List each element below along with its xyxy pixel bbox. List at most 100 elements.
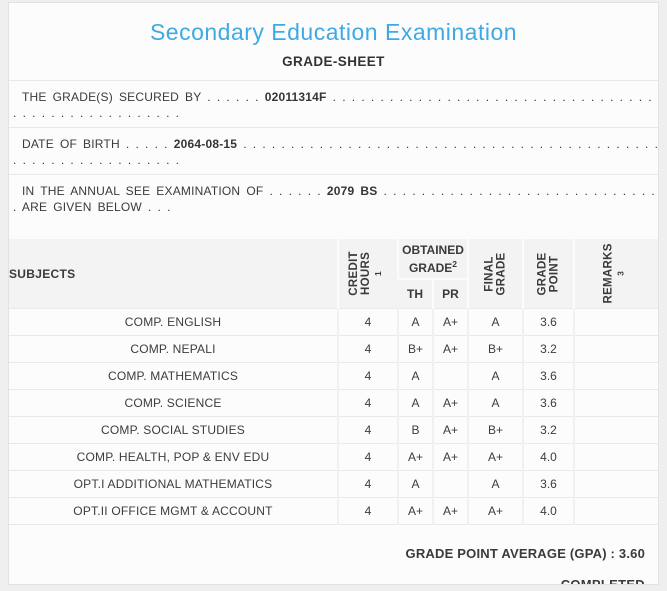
final-grade-cell: A bbox=[467, 469, 523, 498]
info-examination-line1: IN THE ANNUAL SEE EXAMINATION OF . . . .… bbox=[13, 183, 658, 199]
credit-hours-line2: HOURS 1 bbox=[359, 252, 383, 296]
dots: . . . . . . . . . . . . . . . . . . bbox=[13, 106, 180, 121]
info-examination-label: IN THE ANNUAL SEE EXAMINATION OF bbox=[22, 184, 264, 199]
grade-point-cell: 3.6 bbox=[522, 307, 574, 336]
grade-point-cell: 4.0 bbox=[522, 442, 574, 471]
dots: . . . . . . bbox=[207, 90, 259, 105]
credit-hours-cell: 4 bbox=[337, 442, 398, 471]
page-title: Secondary Education Examination bbox=[149, 19, 518, 45]
column-header-obtained-grade: OBTAINED GRADE2 bbox=[397, 239, 468, 281]
remarks-text: REMARKS 3 bbox=[603, 243, 627, 304]
subject-cell: COMP. SCIENCE bbox=[9, 388, 338, 417]
examination-year-value: 2079 BS bbox=[326, 184, 378, 199]
pr-grade-cell: A+ bbox=[432, 415, 468, 444]
remarks-cell bbox=[573, 469, 658, 498]
subject-cell: COMP. HEALTH, POP & ENV EDU bbox=[9, 442, 338, 471]
info-examination-line2: . ARE GIVEN BELOW . . . bbox=[13, 200, 171, 215]
subject-cell: COMP. NEPALI bbox=[9, 334, 338, 363]
info-examination: IN THE ANNUAL SEE EXAMINATION OF . . . .… bbox=[9, 174, 658, 239]
subject-cell: COMP. SOCIAL STUDIES bbox=[9, 415, 338, 444]
column-header-subjects: SUBJECTS bbox=[9, 239, 338, 309]
remarks-cell bbox=[573, 334, 658, 363]
symbol-number-value: 02011314F bbox=[264, 90, 327, 105]
credit-hours-cell: 4 bbox=[337, 307, 398, 336]
dots: . . . . . . . . . . . . . . . . . . bbox=[13, 153, 180, 168]
th-grade-cell: A bbox=[397, 307, 433, 336]
credit-hours-cell: 4 bbox=[337, 361, 398, 390]
footnote-marker-3: 3 bbox=[616, 271, 627, 277]
grade-point-cell: 3.6 bbox=[522, 361, 574, 390]
th-grade-cell: A+ bbox=[397, 496, 433, 525]
column-header-credit-hours: CREDIT HOURS 1 bbox=[337, 239, 398, 309]
table-row: OPT.II OFFICE MGMT & ACCOUNT 4 A+ A+ A+ … bbox=[9, 496, 658, 525]
gpa-summary: GRADE POINT AVERAGE (GPA) : 3.60 bbox=[405, 545, 645, 561]
dots: . . . . . . . . . . . . . . . . . . . . … bbox=[383, 184, 658, 199]
final-grade-cell: B+ bbox=[467, 334, 523, 363]
info-grades-secured-line1: THE GRADE(S) SECURED BY . . . . . . 0201… bbox=[13, 89, 658, 105]
info-grades-secured: THE GRADE(S) SECURED BY . . . . . . 0201… bbox=[9, 80, 658, 127]
table-row: COMP. NEPALI 4 B+ A+ B+ 3.2 bbox=[9, 334, 658, 363]
grades-table: SUBJECTS CREDIT HOURS 1 OBTAINED GRADE2 FI… bbox=[9, 239, 658, 525]
footnote-marker-1: 1 bbox=[372, 271, 383, 277]
subject-cell: OPT.II OFFICE MGMT & ACCOUNT bbox=[9, 496, 338, 525]
status-completed: COMPLETED bbox=[560, 576, 645, 585]
grades-table-body: COMP. ENGLISH 4 A A+ A 3.6 COMP. NEPALI … bbox=[9, 307, 658, 525]
table-row: COMP. MATHEMATICS 4 A A 3.6 bbox=[9, 361, 658, 390]
dots: . . . . . . . . . . . . . . . . . . . . … bbox=[332, 90, 658, 105]
final-grade-cell: A+ bbox=[467, 496, 523, 525]
date-of-birth-value: 2064-08-15 bbox=[173, 137, 238, 152]
grade-point-cell: 3.6 bbox=[522, 388, 574, 417]
th-grade-cell: B+ bbox=[397, 334, 433, 363]
remarks-cell bbox=[573, 307, 658, 336]
credit-hours-cell: 4 bbox=[337, 334, 398, 363]
final-grade-cell: A+ bbox=[467, 442, 523, 471]
pr-grade-cell bbox=[432, 469, 468, 498]
info-date-of-birth: DATE OF BIRTH . . . . . 2064-08-15 . . .… bbox=[9, 127, 658, 174]
column-header-grade-point: GRADE POINT bbox=[522, 239, 574, 309]
table-row: COMP. SOCIAL STUDIES 4 B A+ B+ 3.2 bbox=[9, 415, 658, 444]
remarks-cell bbox=[573, 496, 658, 525]
credit-hours-line1: CREDIT bbox=[347, 251, 360, 296]
grade-point-cell: 3.2 bbox=[522, 415, 574, 444]
footnote-marker-2: 2 bbox=[452, 258, 458, 269]
dots: . . . . . . bbox=[269, 184, 321, 199]
grade-point-cell: 4.0 bbox=[522, 496, 574, 525]
remarks-cell bbox=[573, 442, 658, 471]
remarks-cell bbox=[573, 388, 658, 417]
remarks-cell bbox=[573, 361, 658, 390]
column-header-th: TH bbox=[398, 279, 433, 309]
pr-grade-cell: A+ bbox=[432, 334, 468, 363]
credit-hours-cell: 4 bbox=[337, 415, 398, 444]
credit-hours-cell: 4 bbox=[337, 469, 398, 498]
pr-grade-cell: A+ bbox=[432, 442, 468, 471]
grade-sheet-card: Secondary Education Examination GRADE-SH… bbox=[8, 2, 659, 585]
grade-point-cell: 3.6 bbox=[522, 469, 574, 498]
column-header-pr: PR bbox=[432, 279, 468, 309]
credit-hours-cell: 4 bbox=[337, 496, 398, 525]
pr-grade-cell: A+ bbox=[432, 496, 468, 525]
pr-grade-cell: A+ bbox=[432, 307, 468, 336]
subject-cell: OPT.I ADDITIONAL MATHEMATICS bbox=[9, 469, 338, 498]
credit-hours-cell: 4 bbox=[337, 388, 398, 417]
pr-grade-cell bbox=[432, 361, 468, 390]
final-grade-cell: B+ bbox=[467, 415, 523, 444]
final-grade-cell: A bbox=[467, 361, 523, 390]
table-row: OPT.I ADDITIONAL MATHEMATICS 4 A A 3.6 bbox=[9, 469, 658, 498]
column-header-final-grade: FINAL GRADE bbox=[467, 239, 523, 309]
final-grade-cell: A bbox=[467, 388, 523, 417]
th-grade-cell: A bbox=[397, 469, 433, 498]
dots: . . . . . bbox=[125, 137, 168, 152]
info-date-of-birth-label: DATE OF BIRTH bbox=[22, 137, 120, 152]
th-grade-cell: B bbox=[397, 415, 433, 444]
th-grade-cell: A+ bbox=[397, 442, 433, 471]
grade-point-cell: 3.2 bbox=[522, 334, 574, 363]
grades-table-header: SUBJECTS CREDIT HOURS 1 OBTAINED GRADE2 FI… bbox=[9, 239, 658, 309]
remarks-cell bbox=[573, 415, 658, 444]
subject-cell: COMP. ENGLISH bbox=[9, 307, 338, 336]
info-date-of-birth-line1: DATE OF BIRTH . . . . . 2064-08-15 . . .… bbox=[13, 136, 658, 152]
column-header-remarks: REMARKS 3 bbox=[573, 239, 658, 309]
table-row: COMP. HEALTH, POP & ENV EDU 4 A+ A+ A+ 4… bbox=[9, 442, 658, 471]
th-grade-cell: A bbox=[397, 388, 433, 417]
subject-cell: COMP. MATHEMATICS bbox=[9, 361, 338, 390]
final-grade-cell: A bbox=[467, 307, 523, 336]
